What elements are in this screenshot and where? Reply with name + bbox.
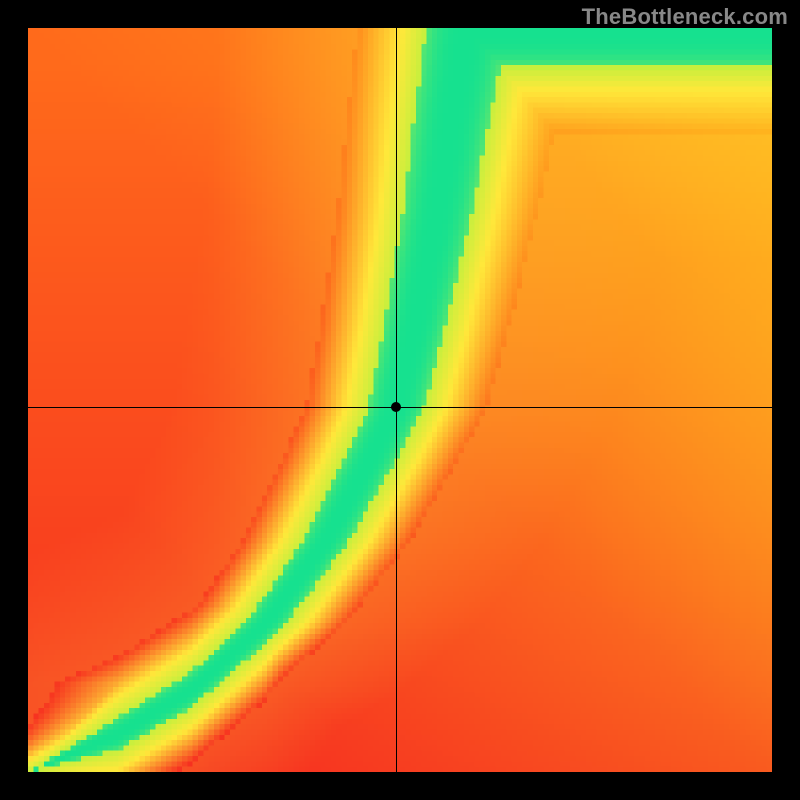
chart-stage: TheBottleneck.com	[0, 0, 800, 800]
plot-area	[28, 28, 772, 772]
heatmap-canvas	[28, 28, 772, 772]
watermark-text: TheBottleneck.com	[582, 4, 788, 30]
